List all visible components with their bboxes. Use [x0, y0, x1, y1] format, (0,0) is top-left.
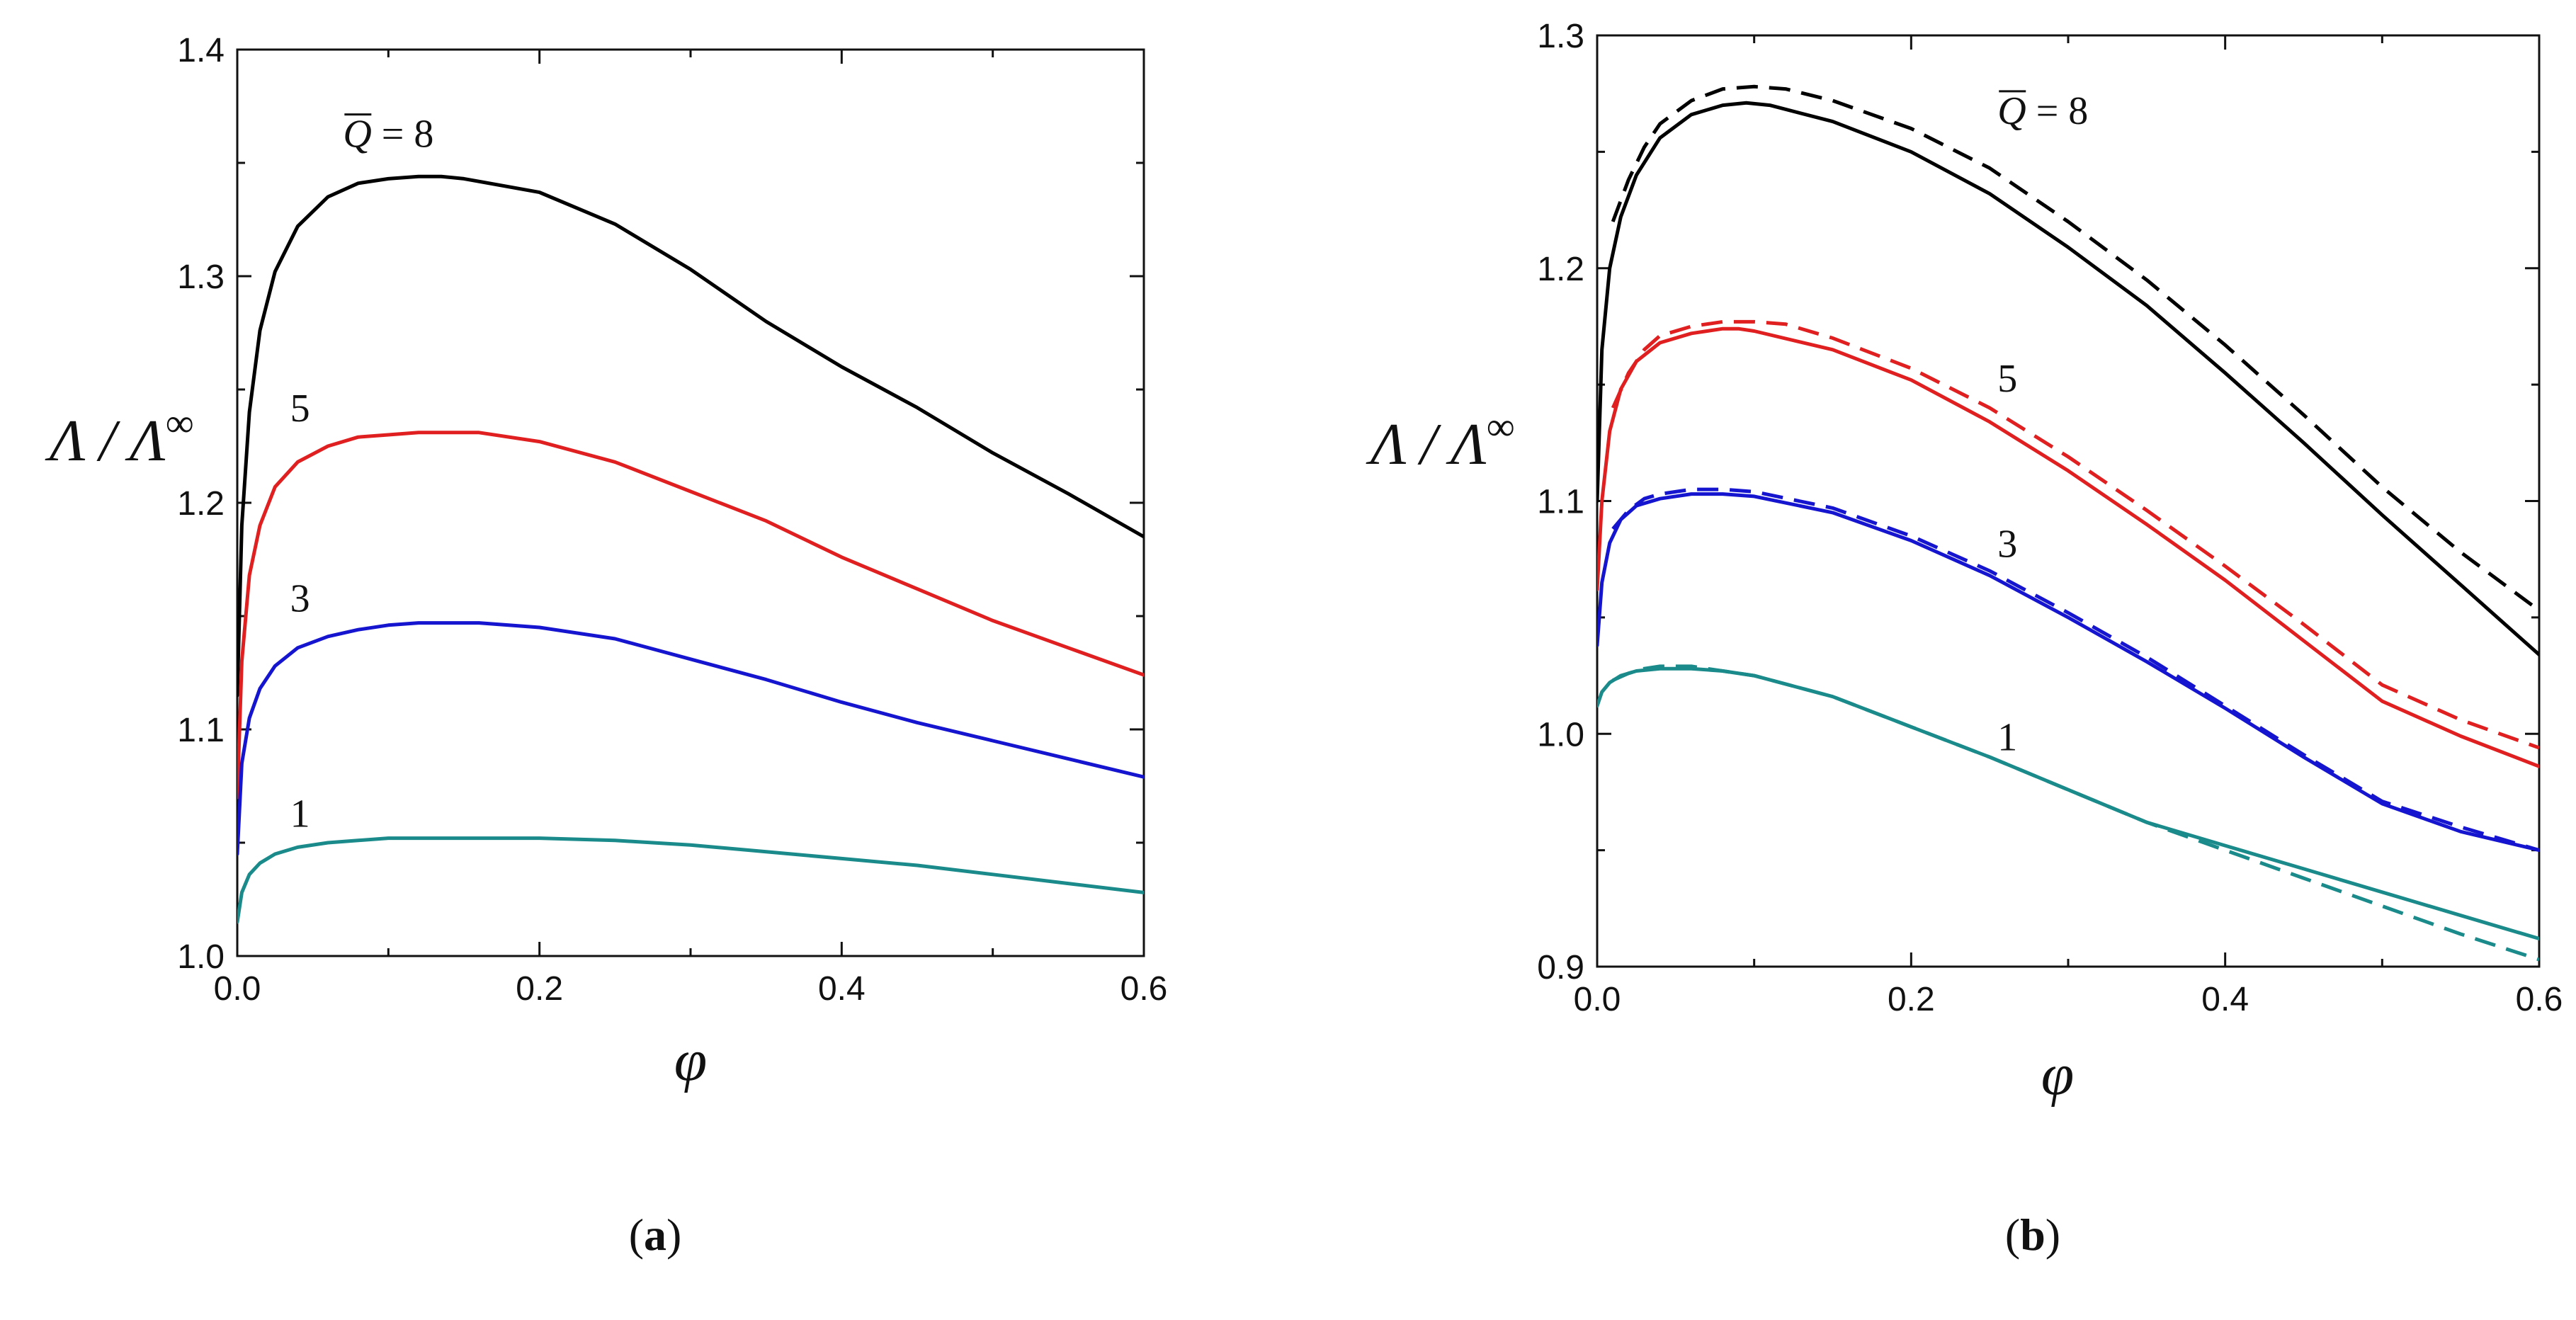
y-tick-label: 1.4 — [177, 32, 225, 69]
curve-label-3: 3 — [290, 577, 310, 621]
series-line-3 — [237, 621, 1144, 856]
series-line-5-dashed- — [1611, 319, 2539, 750]
y-axis-title-superscript: ∞ — [1487, 405, 1515, 449]
y-tick-label: 1.1 — [1537, 484, 1584, 521]
panel-caption: (a) — [629, 1210, 682, 1260]
y-tick-label: 1.1 — [177, 712, 225, 749]
y-axis-title: Λ / Λ∞ — [45, 402, 194, 474]
y-tick-label: 1.3 — [177, 258, 225, 296]
series-line-5 — [1597, 326, 2539, 768]
q-bar-symbol: Q — [1997, 89, 2026, 133]
y-tick-label: 1.2 — [177, 485, 225, 523]
x-tick-label: 0.6 — [2516, 981, 2563, 1018]
series-group — [1597, 84, 2539, 962]
series-line-8 — [237, 174, 1144, 698]
curve-label-5: 5 — [1997, 357, 2017, 401]
curve-label-8: Q = 8 — [1997, 89, 2088, 133]
x-tick-label: 0.0 — [1574, 981, 1621, 1018]
x-tick-label: 0.2 — [516, 970, 563, 1008]
x-tick-label: 0.2 — [1888, 981, 1935, 1018]
x-tick-label: 0.0 — [214, 970, 261, 1008]
series-line-5 — [237, 431, 1144, 800]
q-bar-symbol: Q — [343, 113, 371, 157]
series-line-3-dashed- — [1611, 487, 2539, 852]
curve-label-5: 5 — [290, 387, 310, 431]
y-axis-title-superscript: ∞ — [166, 402, 194, 445]
y-axis-title: Λ / Λ∞ — [1366, 405, 1515, 477]
curve-label-3: 3 — [1997, 522, 2017, 566]
series-line-1-dashed- — [1612, 664, 2539, 962]
x-tick-label: 0.6 — [1120, 970, 1168, 1008]
y-tick-label: 0.9 — [1537, 949, 1584, 986]
y-tick-label: 1.0 — [1537, 716, 1584, 753]
curve-label-1: 1 — [290, 792, 310, 836]
panel-b: 0.0 0.2 0.4 0.6 0.9 1.0 1.1 1.2 1.3 Q = 8 5 3 1 Λ / Λ… — [1366, 18, 2563, 1260]
curve-label-8: Q = 8 — [343, 113, 433, 157]
x-axis-title: φ — [674, 1028, 707, 1093]
y-tick-label: 1.2 — [1537, 251, 1584, 288]
x-tick-label: 0.4 — [818, 970, 866, 1008]
y-tick-label: 1.3 — [1537, 18, 1584, 55]
series-line-8-dashed- — [1611, 84, 2539, 613]
panel-caption: (b) — [2005, 1210, 2060, 1260]
series-group — [237, 174, 1144, 924]
series-line-8 — [1597, 101, 2539, 656]
curve-label-1: 1 — [1997, 715, 2017, 759]
series-line-1 — [237, 836, 1144, 924]
plot-frame — [236, 48, 1145, 957]
x-axis-title: φ — [2041, 1042, 2074, 1108]
panel-a: 0.0 0.2 0.4 0.6 1.0 1.1 1.2 1.3 1.4 Q = 8 5 3 1 Λ / Λ… — [45, 32, 1167, 1260]
x-tick-label: 0.4 — [2201, 981, 2249, 1018]
y-tick-label: 1.0 — [177, 938, 225, 976]
